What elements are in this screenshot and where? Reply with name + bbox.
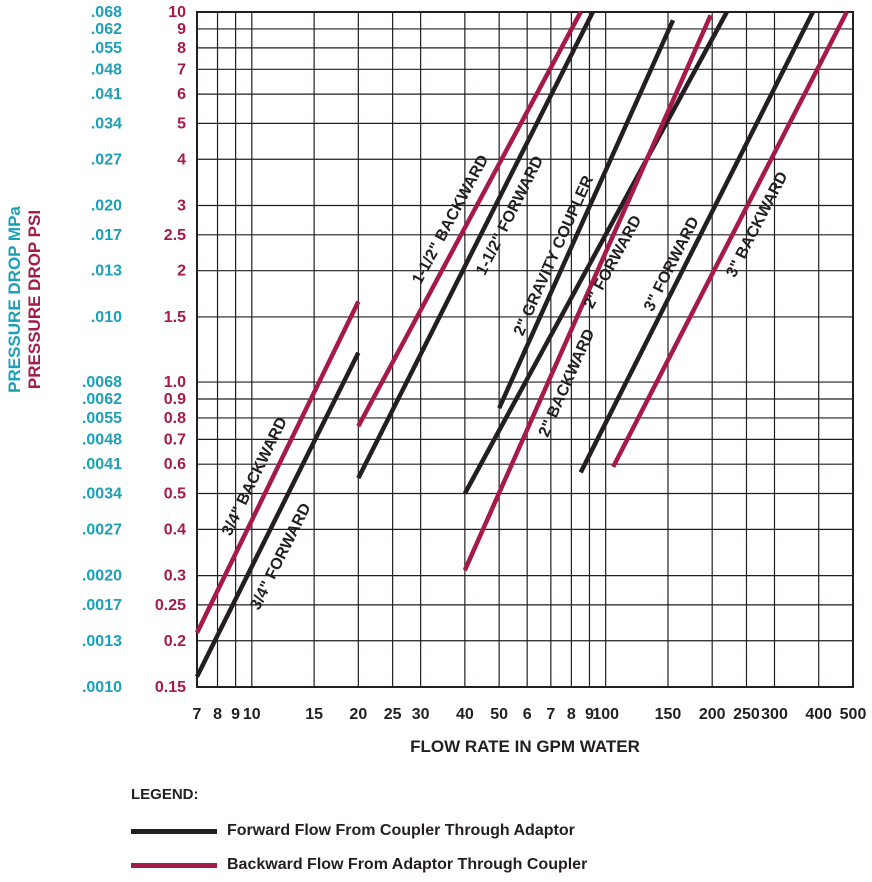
legend-label-backward: Backward Flow From Adaptor Through Coupl… [227,856,588,873]
x-tick-label: 15 [305,706,323,723]
y-tick-label-mpa: .0020 [82,568,122,585]
legend-label-forward: Forward Flow From Coupler Through Adapto… [227,822,575,839]
y-tick-label-psi: 10 [168,4,186,21]
series-line-6 [462,14,713,572]
y-tick-label-mpa: .0068 [82,374,122,391]
series-line-5 [462,10,729,495]
y-tick-label-mpa: .0013 [82,633,122,650]
x-tick-label: 6 [523,706,532,723]
x-tick-label: 200 [699,706,726,723]
series-line-3 [356,10,583,428]
x-tick-label: 20 [349,706,367,723]
y-tick-label-mpa: .027 [91,151,122,168]
series-label-1: 3/4" BACKWARD [219,415,291,539]
y-tick-label-mpa: .013 [91,263,122,280]
series-line-1 [194,300,361,634]
y-tick-label-psi: 3 [177,198,186,215]
y-tick-label-mpa: .0055 [82,410,122,427]
series-line-2 [356,10,595,480]
y-tick-label-psi: 2 [177,263,186,280]
x-tick-label: 100 [592,706,619,723]
y-tick-label-psi: 0.5 [164,485,186,502]
y-tick-label-psi: 0.3 [164,568,186,585]
series-label-7: 3" FORWARD [641,214,703,314]
y-tick-label-mpa: .048 [91,61,122,78]
y-tick-label-mpa: .062 [91,21,122,38]
y-tick-label-psi: 7 [177,61,186,78]
y-tick-label-psi: 5 [177,115,186,132]
y-tick-label-mpa: .0034 [82,485,122,502]
x-tick-label: 50 [490,706,508,723]
y-tick-label-mpa: .0027 [82,521,122,538]
y-tick-label-psi: 0.15 [155,679,186,696]
x-tick-label: 10 [243,706,261,723]
y-tick-label-mpa: .055 [91,40,122,57]
series-line-0 [194,351,361,678]
x-tick-label: 40 [456,706,474,723]
plot-frame [196,11,854,688]
y-tick-label-psi: 1.0 [164,374,186,391]
x-tick-label: 30 [412,706,430,723]
x-axis-title: FLOW RATE IN GPM WATER [410,737,640,756]
x-tick-label: 8 [213,706,222,723]
y-tick-label-psi: 0.4 [164,521,186,538]
y-tick-label-mpa: .0010 [82,679,122,696]
y-tick-label-psi: 0.8 [164,410,186,427]
legend-swatch-forward [131,828,217,834]
y-tick-label-mpa: .020 [91,198,122,215]
y-tick-label-mpa: .0048 [82,431,122,448]
y-tick-label-psi: 0.2 [164,633,186,650]
y-tick-label-mpa: .0017 [82,597,122,614]
y-tick-label-psi: 9 [177,21,186,38]
y-tick-label-psi: 4 [177,151,186,168]
x-tick-label: 150 [655,706,682,723]
legend-item-forward: Forward Flow From Coupler Through Adapto… [131,821,575,841]
legend-swatch-backward [131,862,217,868]
y-tick-label-mpa: .034 [91,115,122,132]
x-tick-label: 250 [733,706,760,723]
y-tick-label-psi: 0.7 [164,431,186,448]
y-tick-label-psi: 0.9 [164,391,186,408]
y-tick-label-mpa: .0041 [82,456,122,473]
y-axis-title-psi: PRESSURE DROP PSI [25,210,44,389]
series-line-7 [578,10,815,474]
chart-svg: 0.15 .0010 0.2 .0013 0.25 .0017 0.3 .0020 0.4 .00… [5,4,867,756]
y-tick-label-psi: 0.25 [155,597,186,614]
x-tick-label: 7 [193,706,202,723]
y-tick-label-psi: 2.5 [164,227,186,244]
x-tick-label: 7 [546,706,555,723]
y-tick-label-mpa: .041 [91,86,122,103]
legend-title: LEGEND: [131,786,199,803]
x-tick-label: 9 [585,706,594,723]
series-line-4 [497,19,676,410]
y-axis-title-mpa: PRESSURE DROP MPa [5,206,24,393]
y-tick-label-psi: 0.6 [164,456,186,473]
y-tick-label-mpa: .0062 [82,391,122,408]
y-tick-label-mpa: .068 [91,4,122,21]
legend-item-backward: Backward Flow From Adaptor Through Coupl… [131,855,587,875]
y-tick-label-psi: 6 [177,86,186,103]
y-tick-label-mpa: .017 [91,227,122,244]
x-tick-label: 300 [761,706,788,723]
x-tick-label: 500 [840,706,867,723]
y-tick-label-mpa: .010 [91,309,122,326]
x-tick-label: 25 [384,706,402,723]
y-tick-label-psi: 1.5 [164,309,186,326]
x-tick-label: 8 [567,706,576,723]
series-line-8 [611,10,849,468]
y-tick-label-psi: 8 [177,40,186,57]
x-tick-label: 9 [231,706,240,723]
x-tick-label: 400 [805,706,832,723]
